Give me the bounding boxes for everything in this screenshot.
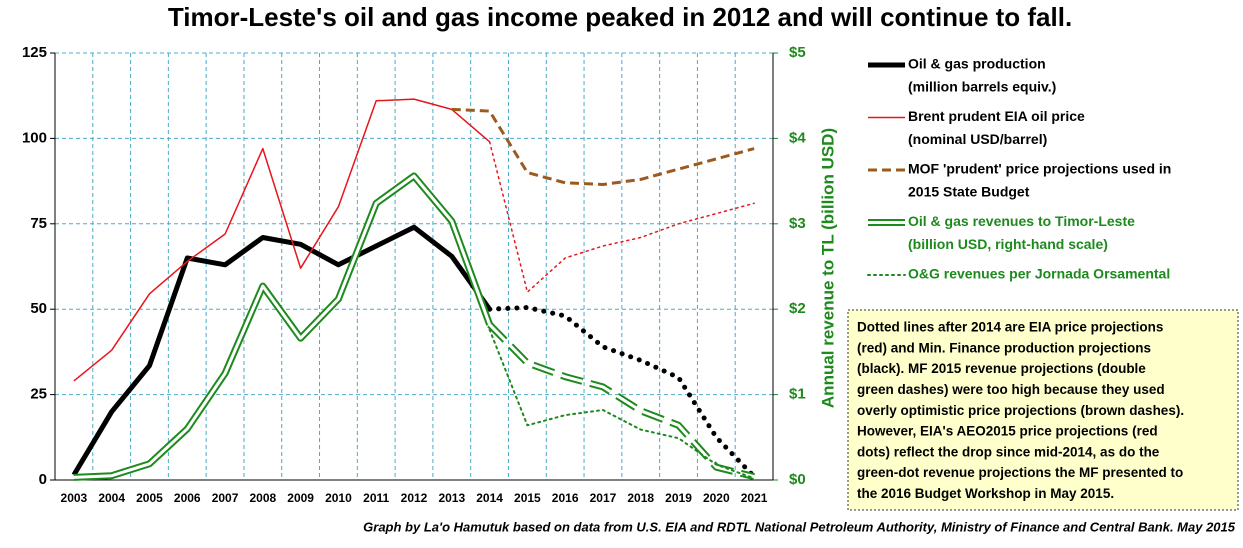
x-tick-label: 2021 (741, 491, 768, 505)
x-tick-label: 2004 (98, 491, 125, 505)
chart-title: Timor-Leste's oil and gas income peaked … (168, 2, 1072, 32)
x-tick-label: 2009 (287, 491, 314, 505)
y-tick-label: 100 (22, 129, 47, 146)
x-tick-label: 2007 (212, 491, 239, 505)
series-line-inner (488, 323, 755, 479)
series-line (488, 328, 756, 480)
x-tick-label: 2016 (552, 491, 579, 505)
x-tick-label: 2013 (438, 491, 465, 505)
annotation-line: overly optimistic price projections (bro… (857, 403, 1184, 418)
y2-tick-label: $5 (789, 44, 806, 61)
y-tick-label: 125 (22, 44, 47, 61)
annotation-line: the 2016 Budget Workshop in May 2015. (857, 486, 1114, 501)
y2-axis-label: Annual revenue to TL (billion USD) (818, 128, 837, 408)
x-tick-label: 2017 (590, 491, 617, 505)
legend-label: MOF 'prudent' price projections used in (908, 161, 1171, 177)
y2-tick-label: $2 (789, 300, 806, 317)
annotation-line: Dotted lines after 2014 are EIA price pr… (857, 320, 1163, 335)
x-tick-label: 2003 (61, 491, 88, 505)
x-tick-label: 2020 (703, 491, 730, 505)
legend-label: O&G revenues per Jornada Orsamental (908, 266, 1170, 282)
legend-label: Oil & gas revenues to Timor-Leste (908, 213, 1135, 229)
x-tick-label: 2010 (325, 491, 352, 505)
legend-note: 2015 State Budget (908, 184, 1030, 200)
annotation-line: green dashes) were too high because they… (857, 382, 1165, 397)
annotation-box (847, 309, 1239, 511)
y-tick-label: 75 (30, 215, 47, 232)
y2-tick-label: $4 (789, 129, 806, 146)
series-line (487, 305, 757, 480)
legend-note: (million barrels equiv.) (908, 79, 1056, 95)
x-tick-label: 2011 (363, 491, 389, 505)
x-tick-label: 2019 (665, 491, 692, 505)
x-tick-label: 2006 (174, 491, 201, 505)
annotation-line: green-dot revenue projections the MF pre… (857, 465, 1183, 480)
x-tick-label: 2015 (514, 491, 541, 505)
legend-label: Oil & gas production (908, 56, 1046, 72)
series-line (71, 224, 492, 477)
legend-label: Brent prudent EIA oil price (908, 108, 1085, 124)
legend-note: (nominal USD/barrel) (908, 131, 1047, 147)
series-line (73, 98, 491, 382)
annotation-line: However, EIA's AEO2015 price projections… (857, 424, 1158, 439)
y-tick-label: 0 (39, 471, 47, 488)
legend-note: (billion USD, right-hand scale) (908, 236, 1108, 252)
y2-tick-label: $0 (789, 471, 806, 488)
series-line-inner (73, 174, 492, 479)
series-line (451, 107, 755, 186)
annotation-line: (black). MF 2015 revenue projections (do… (857, 361, 1146, 376)
x-tick-label: 2014 (476, 491, 503, 505)
source-note: Graph by La'o Hamutuk based on data from… (363, 519, 1236, 534)
y2-tick-label: $3 (789, 215, 806, 232)
x-tick-label: 2008 (249, 491, 276, 505)
series-line (488, 141, 755, 293)
annotation-line: dots) reflect the drop since mid-2014, a… (857, 444, 1160, 459)
x-tick-label: 2012 (401, 491, 428, 505)
y-tick-label: 50 (30, 300, 47, 317)
x-tick-label: 2005 (136, 491, 163, 505)
x-tick-label: 2018 (627, 491, 654, 505)
y-tick-label: 25 (30, 386, 47, 403)
annotation-line: (red) and Min. Finance production projec… (857, 340, 1151, 355)
y2-tick-label: $1 (789, 386, 806, 403)
